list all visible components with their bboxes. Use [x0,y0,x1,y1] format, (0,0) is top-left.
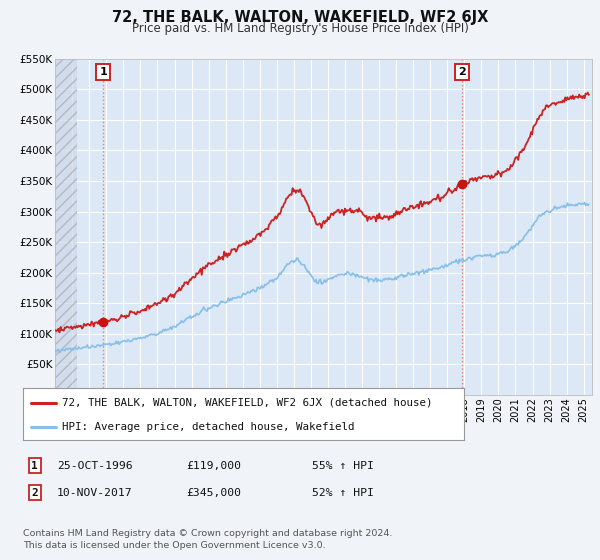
Text: Contains HM Land Registry data © Crown copyright and database right 2024.: Contains HM Land Registry data © Crown c… [23,529,392,538]
Text: £345,000: £345,000 [186,488,241,498]
Text: HPI: Average price, detached house, Wakefield: HPI: Average price, detached house, Wake… [62,422,355,432]
Text: Price paid vs. HM Land Registry's House Price Index (HPI): Price paid vs. HM Land Registry's House … [131,22,469,35]
Text: 10-NOV-2017: 10-NOV-2017 [57,488,133,498]
Text: £119,000: £119,000 [186,461,241,471]
Text: 55% ↑ HPI: 55% ↑ HPI [312,461,374,471]
Bar [55,59,77,395]
Text: 52% ↑ HPI: 52% ↑ HPI [312,488,374,498]
Text: 1: 1 [31,461,38,471]
Text: 2: 2 [458,67,466,77]
Text: 2: 2 [31,488,38,498]
Text: 25-OCT-1996: 25-OCT-1996 [57,461,133,471]
Text: 72, THE BALK, WALTON, WAKEFIELD, WF2 6JX: 72, THE BALK, WALTON, WAKEFIELD, WF2 6JX [112,10,488,25]
Text: 72, THE BALK, WALTON, WAKEFIELD, WF2 6JX (detached house): 72, THE BALK, WALTON, WAKEFIELD, WF2 6JX… [62,398,433,408]
Text: 1: 1 [100,67,107,77]
Text: This data is licensed under the Open Government Licence v3.0.: This data is licensed under the Open Gov… [23,542,325,550]
